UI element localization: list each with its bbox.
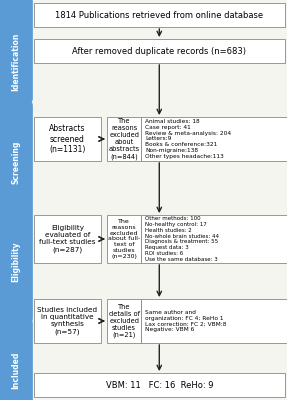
FancyBboxPatch shape xyxy=(0,215,33,323)
FancyBboxPatch shape xyxy=(107,117,141,161)
Text: Animal studies: 18
Case report: 41
Review & meta-analysis: 204
Letters:9
Books &: Animal studies: 18 Case report: 41 Revie… xyxy=(145,119,231,159)
FancyBboxPatch shape xyxy=(107,299,141,343)
Text: Identification: Identification xyxy=(11,33,20,91)
Text: Eligibility
evaluated of
full-text studies
(n=287): Eligibility evaluated of full-text studi… xyxy=(39,225,96,253)
Text: 1814 Publications retrieved from online database: 1814 Publications retrieved from online … xyxy=(55,10,263,20)
Text: Screening: Screening xyxy=(11,140,20,184)
FancyBboxPatch shape xyxy=(141,299,287,343)
FancyBboxPatch shape xyxy=(0,0,33,103)
FancyBboxPatch shape xyxy=(34,3,285,27)
FancyBboxPatch shape xyxy=(141,215,287,263)
FancyBboxPatch shape xyxy=(141,117,287,161)
Text: The
reasons
excluded
about full-
text of
studies
(n=230): The reasons excluded about full- text of… xyxy=(108,219,140,259)
FancyBboxPatch shape xyxy=(34,39,285,63)
FancyBboxPatch shape xyxy=(34,373,285,397)
Text: The
details of
excluded
studies
(n=21): The details of excluded studies (n=21) xyxy=(108,304,140,338)
Text: Same author and
organization: FC 4; ReHo 1
Lax correction: FC 2; VBM:8
Negative:: Same author and organization: FC 4; ReHo… xyxy=(145,310,226,332)
Text: After removed duplicate records (n=683): After removed duplicate records (n=683) xyxy=(72,46,246,56)
Text: Eligibility: Eligibility xyxy=(11,242,20,282)
Text: Studies included
in quantitative
synthesis
(n=57): Studies included in quantitative synthes… xyxy=(37,307,98,335)
FancyBboxPatch shape xyxy=(0,101,33,221)
Text: Included: Included xyxy=(11,351,20,389)
FancyBboxPatch shape xyxy=(34,215,101,263)
Text: Other methods: 100
No-healthy control: 17
Health studies: 2
No-whole brain studi: Other methods: 100 No-healthy control: 1… xyxy=(145,216,219,262)
Text: Abstracts
screened
(n=1131): Abstracts screened (n=1131) xyxy=(49,124,86,154)
FancyBboxPatch shape xyxy=(34,117,101,161)
FancyBboxPatch shape xyxy=(34,299,101,343)
Text: VBM: 11   FC: 16  ReHo: 9: VBM: 11 FC: 16 ReHo: 9 xyxy=(106,380,213,390)
FancyBboxPatch shape xyxy=(0,319,33,400)
FancyBboxPatch shape xyxy=(107,215,141,263)
Text: The
reasons
excluded
about
abstracts
(n=844): The reasons excluded about abstracts (n=… xyxy=(108,118,140,160)
